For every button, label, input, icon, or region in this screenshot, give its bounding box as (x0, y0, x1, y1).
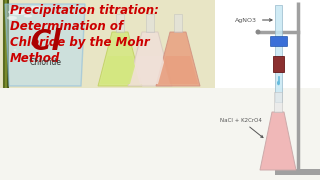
FancyBboxPatch shape (174, 14, 182, 32)
Polygon shape (158, 56, 198, 84)
FancyBboxPatch shape (0, 0, 215, 90)
Text: Cl: Cl (31, 28, 61, 56)
Text: AgNO3: AgNO3 (235, 17, 272, 22)
Polygon shape (130, 56, 170, 84)
FancyBboxPatch shape (274, 92, 282, 112)
Ellipse shape (255, 30, 260, 35)
Ellipse shape (7, 16, 17, 20)
FancyBboxPatch shape (275, 169, 320, 175)
Polygon shape (5, 4, 85, 86)
FancyBboxPatch shape (273, 56, 284, 72)
Ellipse shape (13, 49, 17, 51)
Polygon shape (260, 112, 296, 170)
FancyBboxPatch shape (0, 88, 320, 180)
Ellipse shape (8, 9, 28, 15)
Text: Chloride: Chloride (30, 57, 62, 66)
Ellipse shape (29, 6, 41, 10)
FancyBboxPatch shape (146, 14, 154, 32)
Polygon shape (98, 32, 142, 86)
Polygon shape (100, 56, 140, 84)
FancyBboxPatch shape (116, 14, 124, 32)
Ellipse shape (277, 81, 280, 85)
Ellipse shape (24, 15, 32, 17)
Ellipse shape (18, 39, 22, 42)
Text: NaCl + K2CrO4: NaCl + K2CrO4 (220, 118, 263, 138)
Polygon shape (156, 32, 200, 86)
FancyBboxPatch shape (270, 37, 287, 46)
Text: Precipitation titration:
Determination of
Chloride by the Mohr
Method: Precipitation titration: Determination o… (10, 4, 159, 65)
Polygon shape (128, 32, 172, 86)
Ellipse shape (33, 33, 37, 37)
FancyBboxPatch shape (275, 5, 282, 102)
